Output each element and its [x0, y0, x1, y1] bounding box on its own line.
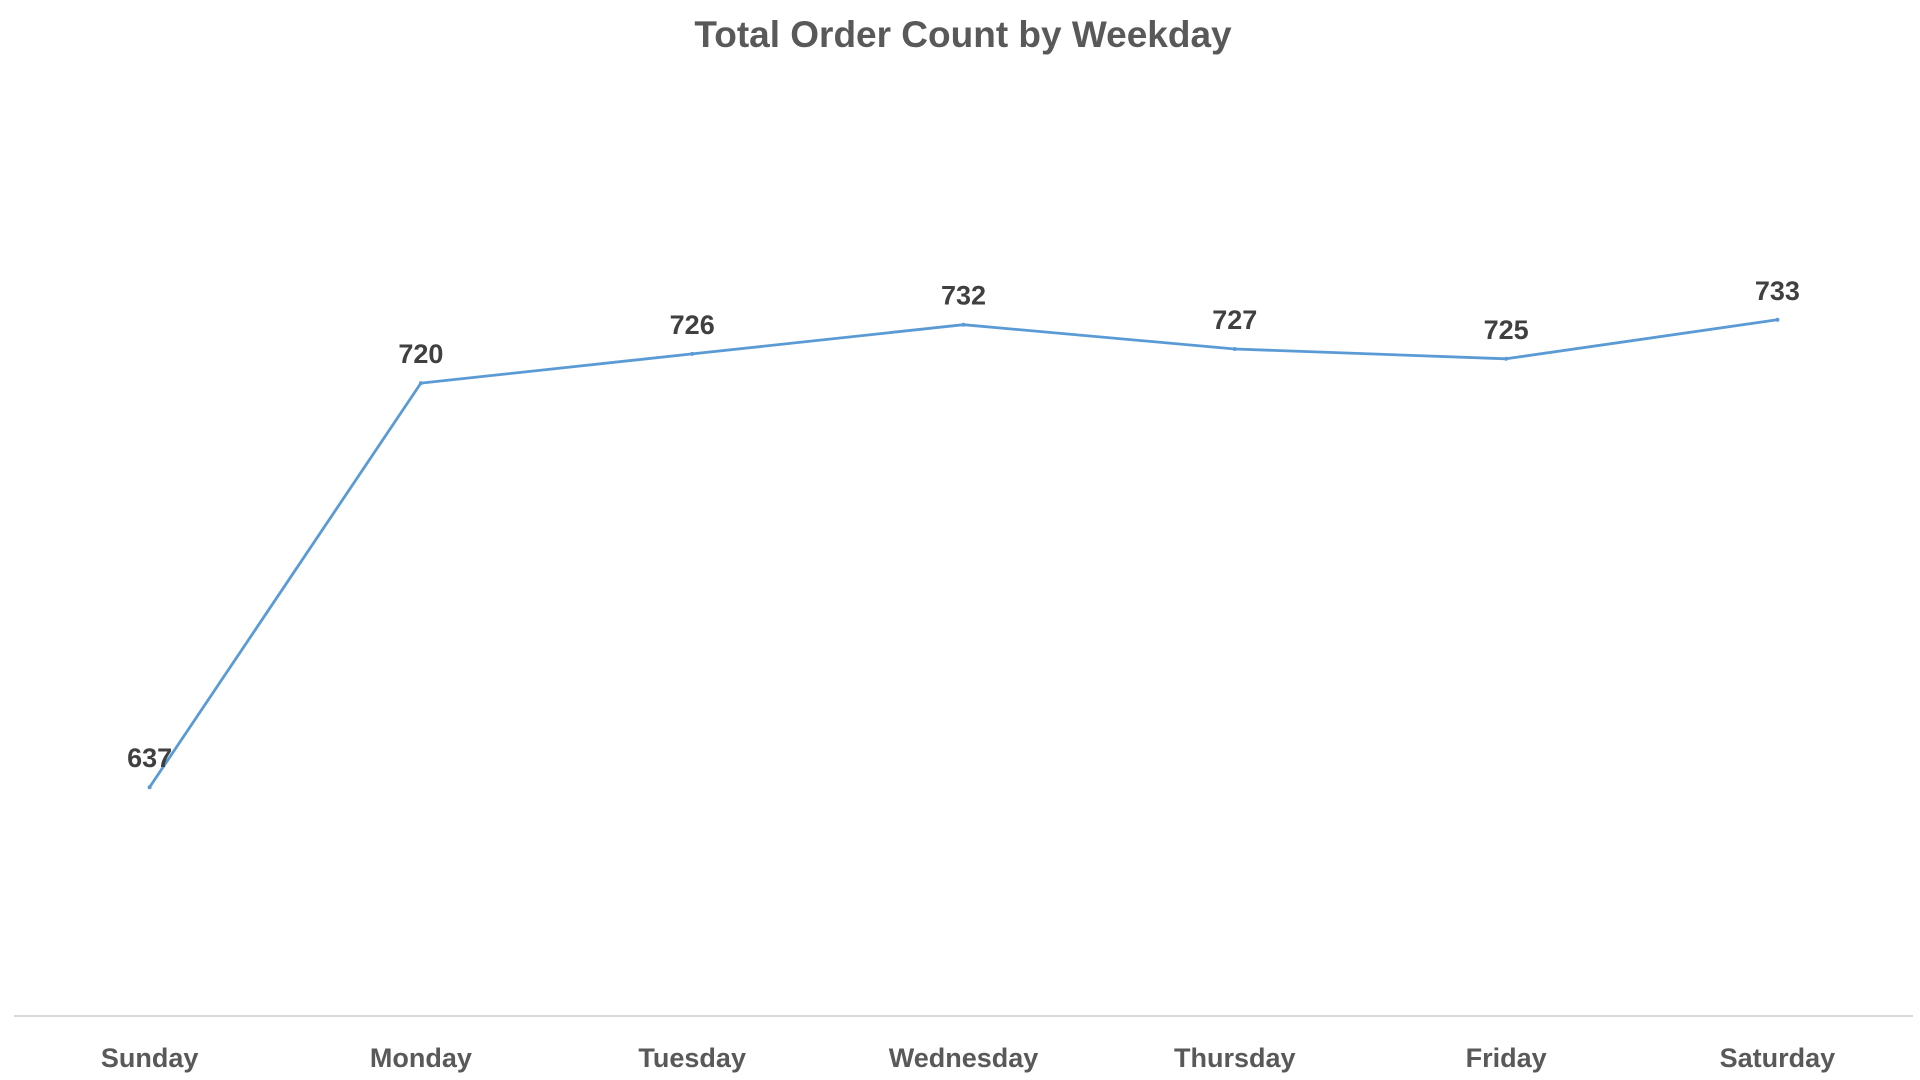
x-tick-label-thursday: Thursday [1174, 1043, 1296, 1073]
data-label-wednesday: 732 [941, 281, 986, 311]
x-tick-label-tuesday: Tuesday [638, 1043, 746, 1073]
x-tick-label-monday: Monday [370, 1043, 472, 1073]
data-point-saturday [1775, 317, 1780, 322]
x-axis-tick-labels: Sunday Monday Tuesday Wednesday Thursday Frid… [101, 1043, 1835, 1073]
data-point-tuesday [690, 351, 695, 356]
data-label-layer: 637 720 726 732 727 725 733 [127, 276, 1800, 773]
data-point-friday [1504, 356, 1509, 361]
data-label-sunday: 637 [127, 743, 172, 773]
data-label-thursday: 727 [1212, 305, 1257, 335]
chart-title: Total Order Count by Weekday [694, 14, 1232, 55]
x-tick-label-sunday: Sunday [101, 1043, 199, 1073]
series-layer [147, 317, 1780, 790]
data-label-monday: 720 [398, 339, 443, 369]
x-tick-label-wednesday: Wednesday [889, 1043, 1039, 1073]
data-label-tuesday: 726 [670, 310, 715, 340]
data-point-wednesday [961, 322, 966, 327]
data-point-sunday [147, 785, 152, 790]
x-tick-label-saturday: Saturday [1720, 1043, 1836, 1073]
data-point-thursday [1232, 347, 1237, 351]
data-point-monday [418, 381, 423, 386]
x-tick-label-friday: Friday [1466, 1043, 1547, 1073]
data-label-saturday: 733 [1755, 276, 1800, 306]
series-line [148, 318, 1778, 788]
data-label-friday: 725 [1484, 315, 1529, 345]
